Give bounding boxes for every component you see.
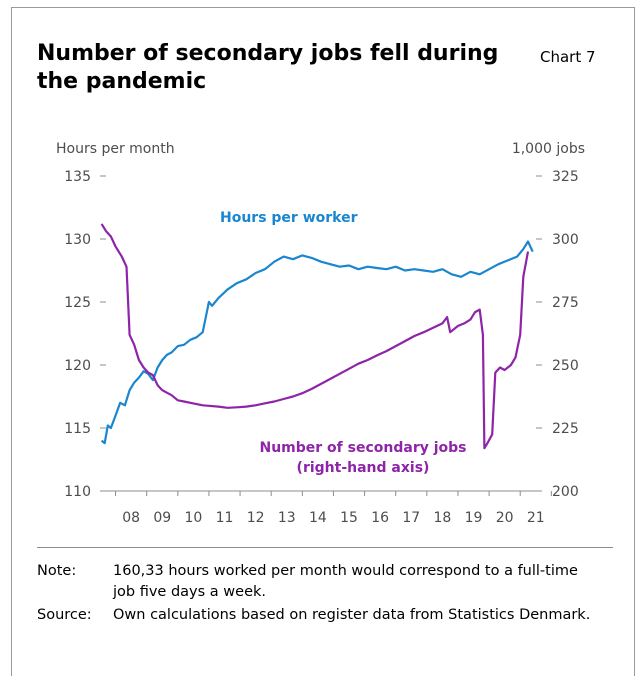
right-tick-label: 325 <box>552 169 579 185</box>
x-tick-label: 09 <box>153 510 171 526</box>
chart-frame <box>11 7 635 676</box>
source-label: Source: <box>37 607 92 623</box>
line-chart: Hours per month 1,000 jobs 1101151201251… <box>56 141 585 526</box>
series-layer <box>100 223 534 450</box>
series-label-jobs-line2: (right-hand axis) <box>297 460 430 476</box>
series-line-jobs <box>100 223 530 450</box>
x-tick-label: 12 <box>247 510 265 526</box>
left-tick-label: 135 <box>64 169 91 185</box>
left-tick-label: 110 <box>64 484 91 500</box>
x-tick-label: 14 <box>309 510 327 526</box>
x-tick-label: 18 <box>433 510 451 526</box>
footer-divider <box>37 547 613 548</box>
left-tick-label: 115 <box>64 421 91 437</box>
x-tick-label: 20 <box>496 510 514 526</box>
x-tick-label: 17 <box>402 510 420 526</box>
right-tick-label: 200 <box>552 484 579 500</box>
left-tick-label: 125 <box>64 295 91 311</box>
x-tick-label: 21 <box>527 510 545 526</box>
series-label-hours: Hours per worker <box>220 210 358 226</box>
right-axis-title: 1,000 jobs <box>512 141 585 157</box>
series-line-hours <box>100 240 534 445</box>
chart-title: Number of secondary jobs fell during the… <box>37 41 499 94</box>
chart-number: Chart 7 <box>540 48 596 66</box>
footnotes: Note: 160,33 hours worked per month woul… <box>37 561 597 628</box>
chart-axes: 110 115 120 125 130 135 200 225 250 275 300 325 08 09… <box>64 169 578 526</box>
note-row: Note: 160,33 hours worked per month woul… <box>37 561 597 603</box>
series-label-jobs-line1: Number of secondary jobs <box>259 440 466 456</box>
x-tick-label: 15 <box>340 510 358 526</box>
x-tick-label: 13 <box>278 510 296 526</box>
x-tick-label: 11 <box>216 510 234 526</box>
right-tick-label: 250 <box>552 358 579 374</box>
left-axis-title: Hours per month <box>56 141 175 157</box>
source-row: Source: Own calculations based on regist… <box>37 605 597 626</box>
left-tick-label: 130 <box>64 232 91 248</box>
source-text: Own calculations based on register data … <box>113 607 591 623</box>
x-tick-label: 19 <box>465 510 483 526</box>
right-tick-label: 275 <box>552 295 579 311</box>
x-tick-label: 10 <box>184 510 202 526</box>
note-label: Note: <box>37 563 77 579</box>
x-tick-label: 16 <box>371 510 389 526</box>
left-tick-label: 120 <box>64 358 91 374</box>
note-text: 160,33 hours worked per month would corr… <box>113 563 578 600</box>
x-tick-label: 08 <box>122 510 140 526</box>
right-tick-label: 225 <box>552 421 579 437</box>
right-tick-label: 300 <box>552 232 579 248</box>
